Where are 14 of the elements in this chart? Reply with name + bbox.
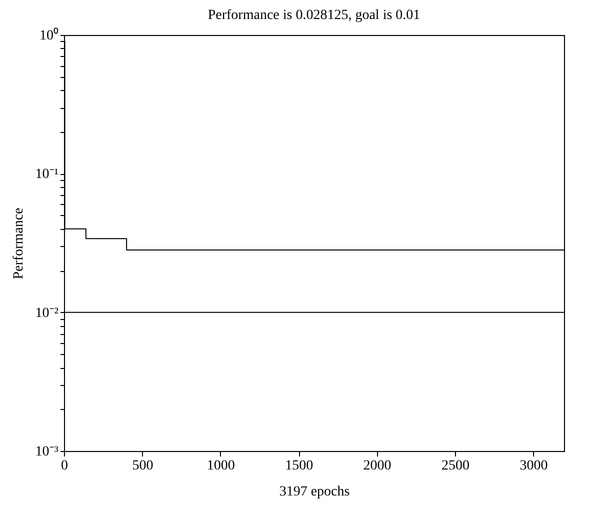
x-axis-title: 3197 epochs — [279, 484, 350, 500]
x-tick-label: 2500 — [441, 458, 470, 474]
y-axis-title: Performance — [11, 208, 26, 280]
y-tick-label: 10⁰ — [40, 28, 58, 44]
x-tick-label: 0 — [61, 458, 68, 474]
x-tick-label: 500 — [132, 458, 154, 474]
y-tick-label: 10⁻² — [35, 306, 58, 321]
x-tick-label: 1000 — [206, 458, 235, 474]
x-tick-label: 1500 — [285, 458, 314, 474]
y-tick-label: 10⁻¹ — [35, 167, 58, 182]
y-tick-label: 10⁻³ — [35, 444, 58, 460]
x-tick-label: 3000 — [520, 458, 548, 474]
chart-title: Performance is 0.028125, goal is 0.01 — [208, 8, 420, 23]
x-tick-label: 2000 — [363, 458, 392, 474]
